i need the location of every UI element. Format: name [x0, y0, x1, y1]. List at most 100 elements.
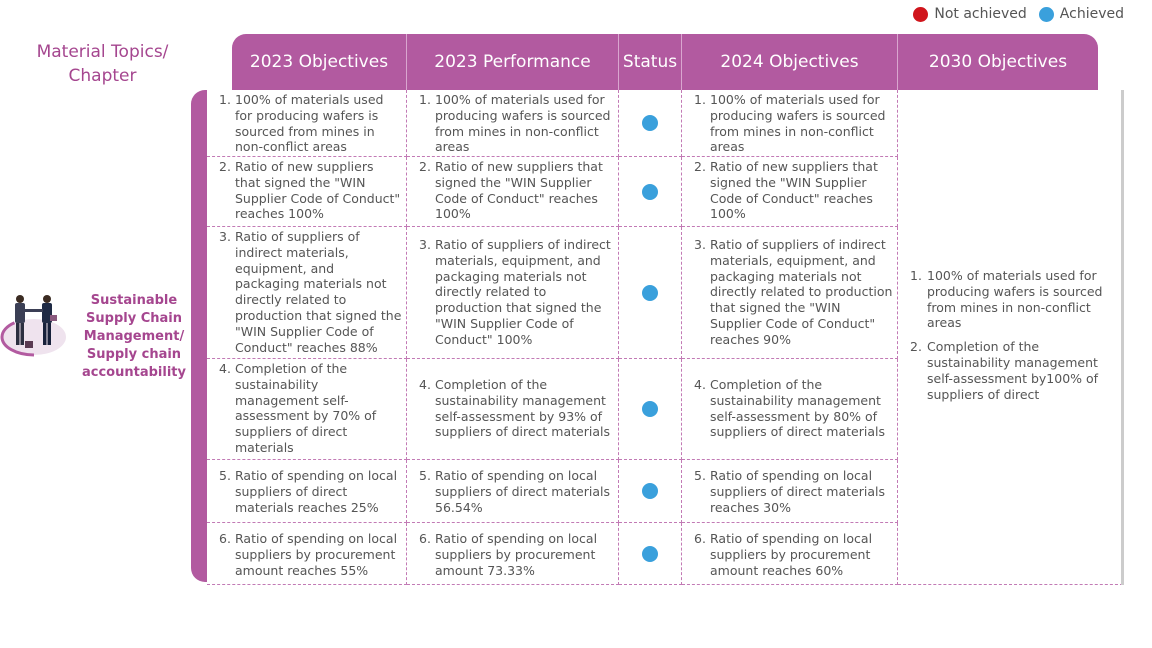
topic-accent-bar: [191, 90, 207, 582]
topic-label-line5: accountability: [82, 365, 186, 380]
list-item: 2. Completion of the sustainability mana…: [910, 339, 1113, 402]
achieved-status-icon: [642, 401, 658, 417]
cell-status: [619, 359, 682, 460]
item-text: Completion of the sustainability managem…: [710, 377, 885, 440]
cell-status: [619, 227, 682, 359]
cell-2030-objectives: 1. 100% of materials used for producing …: [898, 90, 1123, 585]
item-number: 5.: [219, 468, 231, 483]
item-text: Ratio of spending on local suppliers of …: [235, 468, 398, 515]
item-text: Completion of the sustainability managem…: [927, 339, 1099, 402]
item-number: 1.: [419, 92, 431, 107]
legend-achieved-label: Achieved: [1059, 6, 1124, 22]
cell-status: [619, 523, 682, 585]
item-number: 4.: [694, 377, 706, 392]
cell-2023-objective: 4. Completion of the sustainability mana…: [207, 359, 407, 460]
not-achieved-dot-icon: [913, 6, 929, 22]
legend-not-achieved-label: Not achieved: [934, 6, 1027, 22]
item-text: Ratio of spending on local suppliers by …: [710, 531, 873, 578]
cell-2024-objective: 4. Completion of the sustainability mana…: [682, 359, 898, 460]
item-text: 100% of materials used for producing waf…: [435, 92, 611, 155]
item-text: Ratio of spending on local suppliers of …: [435, 468, 610, 515]
item-text: Ratio of new suppliers that signed the "…: [710, 159, 878, 222]
topic-label-line2: Supply Chain: [86, 311, 182, 326]
cell-2024-objective: 1. 100% of materials used for producing …: [682, 90, 898, 157]
item-number: 2.: [694, 159, 706, 174]
item-number: 2.: [419, 159, 431, 174]
item-text: Ratio of spending on local suppliers by …: [235, 531, 398, 578]
cell-2023-performance: 2. Ratio of new suppliers that signed th…: [407, 157, 619, 227]
material-topics-heading-line2: Chapter: [68, 66, 137, 86]
item-number: 1.: [910, 268, 922, 283]
item-number: 1.: [219, 92, 231, 107]
header-2023-objectives: 2023 Objectives: [232, 34, 407, 90]
topic-label-line4: Supply chain: [86, 347, 182, 362]
item-text: 100% of materials used for producing waf…: [710, 92, 886, 155]
achieved-status-icon: [642, 545, 658, 562]
item-number: 4.: [219, 361, 231, 376]
item-text: Completion of the sustainability managem…: [435, 377, 610, 440]
item-number: 3.: [694, 237, 706, 252]
achieved-status-icon: [642, 483, 658, 499]
header-2024-objectives: 2024 Objectives: [682, 34, 898, 90]
item-number: 5.: [694, 468, 706, 483]
cell-2024-objective: 5. Ratio of spending on local suppliers …: [682, 460, 898, 523]
cell-2023-objective: 1. 100% of materials used for producing …: [207, 90, 407, 157]
item-text: 100% of materials used for producing waf…: [927, 268, 1103, 331]
cell-2023-performance: 5. Ratio of spending on local suppliers …: [407, 460, 619, 523]
achieved-dot-icon: [1038, 6, 1054, 22]
header-2030-objectives: 2030 Objectives: [928, 52, 1068, 72]
cell-2023-performance: 3. Ratio of suppliers of indirect materi…: [407, 227, 619, 359]
cell-2023-objective: 3. Ratio of suppliers of indirect materi…: [207, 227, 407, 359]
item-text: Ratio of new suppliers that signed the "…: [435, 159, 603, 222]
item-text: Ratio of suppliers of indirect materials…: [435, 237, 611, 347]
cell-2023-objective: 5. Ratio of spending on local suppliers …: [207, 460, 407, 523]
business-handshake-icon: [0, 295, 68, 357]
cell-status: [619, 90, 682, 157]
item-number: 5.: [419, 468, 431, 483]
table-row: 1. 100% of materials used for producing …: [207, 90, 898, 157]
cell-2024-objective: 3. Ratio of suppliers of indirect materi…: [682, 227, 898, 359]
item-text: Ratio of spending on local suppliers of …: [710, 468, 885, 515]
item-number: 3.: [419, 237, 431, 252]
item-number: 6.: [419, 531, 431, 546]
item-number: 6.: [694, 531, 706, 546]
table-row: 5. Ratio of spending on local suppliers …: [207, 460, 898, 523]
item-number: 3.: [219, 229, 231, 244]
status-legend: Not achieved Achieved: [907, 6, 1124, 22]
cell-2023-objective: 2. Ratio of new suppliers that signed th…: [207, 157, 407, 227]
item-number: 6.: [219, 531, 231, 546]
topic-label: Sustainable Supply Chain Management/ Sup…: [80, 292, 188, 382]
achieved-status-icon: [642, 115, 658, 131]
list-item: 1. 100% of materials used for producing …: [910, 268, 1113, 331]
item-number: 2.: [219, 159, 231, 174]
item-text: Ratio of suppliers of indirect materials…: [710, 237, 893, 347]
cell-2023-performance: 1. 100% of materials used for producing …: [407, 90, 619, 157]
achieved-status-icon: [642, 183, 658, 200]
cell-2023-objective: 6. Ratio of spending on local suppliers …: [207, 523, 407, 585]
cell-2023-performance: 6. Ratio of spending on local suppliers …: [407, 523, 619, 585]
item-text: Completion of the sustainability managem…: [235, 361, 377, 455]
material-topics-heading: Material Topics/ Chapter: [20, 40, 185, 88]
cell-status: [619, 157, 682, 227]
item-number: 4.: [419, 377, 431, 392]
topic-label-line1: Sustainable: [90, 293, 178, 308]
item-number: 2.: [910, 339, 922, 355]
cell-2024-objective: 6. Ratio of spending on local suppliers …: [682, 523, 898, 585]
table-row: 2. Ratio of new suppliers that signed th…: [207, 157, 898, 227]
material-topics-heading-line1: Material Topics/: [36, 42, 169, 62]
cell-2023-performance: 4. Completion of the sustainability mana…: [407, 359, 619, 460]
item-text: Ratio of new suppliers that signed the "…: [235, 159, 401, 222]
table-row: 4. Completion of the sustainability mana…: [207, 359, 898, 460]
table-row: 3. Ratio of suppliers of indirect materi…: [207, 227, 898, 359]
topic-label-line3: Management/: [83, 329, 185, 344]
cell-status: [619, 460, 682, 523]
header-2023-performance: 2023 Performance: [407, 34, 619, 90]
header-status: Status: [619, 34, 682, 90]
table-row: 6. Ratio of spending on local suppliers …: [207, 523, 898, 585]
item-text: Ratio of suppliers of indirect materials…: [235, 229, 402, 355]
item-text: Ratio of spending on local suppliers by …: [435, 531, 598, 578]
cell-2024-objective: 2. Ratio of new suppliers that signed th…: [682, 157, 898, 227]
table-header: 2023 Objectives 2023 Performance Status …: [232, 34, 1098, 90]
item-number: 1.: [694, 92, 706, 107]
achieved-status-icon: [642, 284, 658, 301]
